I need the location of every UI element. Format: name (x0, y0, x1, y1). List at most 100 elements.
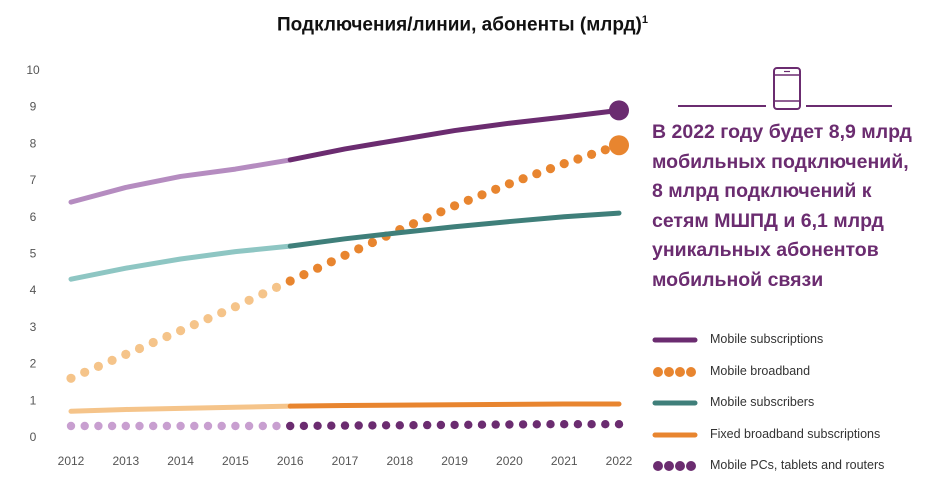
data-point (560, 420, 569, 429)
data-point (93, 361, 103, 371)
data-point (614, 420, 624, 429)
data-point (327, 421, 336, 430)
data-point (121, 421, 130, 431)
legend-item: Mobile subscribers (652, 389, 922, 421)
data-point (162, 421, 172, 431)
series-mobile-pcs-tablets-and-routers (66, 420, 624, 431)
data-point (450, 420, 459, 430)
data-point (258, 289, 268, 299)
series-layer (66, 100, 629, 431)
data-point (121, 349, 131, 359)
data-point (134, 343, 145, 354)
data-point (600, 145, 610, 155)
y-tick-label: 10 (26, 63, 40, 77)
x-tick-label: 2017 (332, 454, 359, 468)
legend-swatch (653, 461, 696, 471)
x-tick-label: 2012 (58, 454, 85, 468)
data-point (244, 295, 254, 305)
data-point (217, 421, 226, 431)
legend-label: Mobile subscriptions (710, 332, 824, 346)
data-point (354, 244, 364, 254)
data-point (203, 421, 213, 431)
data-point (491, 184, 501, 194)
legend-item: Mobile PCs, tablets and routers (652, 452, 922, 484)
y-tick-label: 7 (30, 173, 37, 187)
series-line-forecast (287, 401, 622, 409)
data-point (66, 421, 76, 431)
data-point (367, 237, 377, 248)
data-point (149, 421, 158, 431)
legend-label: Mobile broadband (710, 363, 811, 378)
legend-label: Mobile subscribers (710, 395, 815, 409)
data-point (80, 421, 89, 431)
data-point (80, 367, 90, 377)
data-point (217, 308, 227, 318)
y-tick-label: 4 (30, 283, 37, 297)
data-point (340, 250, 350, 260)
legend-label: Fixed broadband subscriptions (710, 426, 881, 441)
series-line-historical (68, 403, 293, 414)
data-point (354, 421, 363, 430)
data-point (368, 421, 377, 430)
data-point (463, 195, 473, 205)
data-point (587, 420, 596, 429)
x-tick-label: 2020 (496, 454, 523, 468)
data-point (601, 420, 610, 429)
y-tick-label: 0 (30, 430, 37, 444)
legend-swatch (653, 366, 696, 377)
data-point (135, 421, 144, 431)
series-line-historical (68, 243, 293, 282)
data-point (504, 179, 514, 189)
x-tick-label: 2022 (606, 454, 633, 468)
x-tick-label: 2015 (222, 454, 249, 468)
data-point (464, 420, 473, 429)
series-line-historical (68, 157, 293, 205)
data-point (313, 421, 322, 430)
data-point (326, 257, 336, 267)
data-point (477, 420, 487, 429)
data-point (436, 420, 446, 430)
data-point (286, 421, 295, 431)
series-line-forecast (287, 210, 622, 249)
data-point (272, 421, 281, 431)
data-point (545, 164, 556, 174)
forecast-callout: В 2022 году будет 8,9 млрд мобильных под… (652, 121, 912, 291)
data-point (313, 263, 323, 273)
data-point (299, 270, 309, 280)
legend-swatch (652, 337, 698, 343)
data-point (231, 421, 240, 431)
data-point (190, 421, 199, 431)
data-point (587, 149, 597, 159)
data-point (477, 190, 487, 200)
data-point (299, 421, 309, 431)
y-tick-label: 3 (30, 320, 37, 334)
data-point (258, 421, 267, 431)
data-point (423, 420, 432, 430)
data-point (573, 420, 583, 429)
data-point (107, 421, 117, 431)
x-tick-label: 2018 (386, 454, 413, 468)
legend-item: Fixed broadband subscriptions (652, 421, 922, 453)
legend-swatch (652, 400, 698, 406)
data-point (518, 174, 528, 184)
data-point (450, 201, 460, 211)
x-tick-label: 2014 (167, 454, 194, 468)
data-point (203, 314, 213, 324)
data-point (422, 213, 432, 223)
data-point (340, 421, 350, 430)
series-fixed-broadband-subscriptions (68, 401, 622, 414)
legend-item: Mobile broadband (652, 358, 922, 390)
data-point (176, 326, 186, 336)
legend-swatch (652, 432, 698, 437)
x-tick-label: 2021 (551, 454, 578, 468)
data-point (532, 420, 541, 429)
data-point (189, 320, 199, 330)
data-point (559, 159, 569, 169)
x-tick-label: 2013 (112, 454, 139, 468)
data-point (176, 421, 185, 431)
data-point (546, 420, 555, 429)
data-point (409, 421, 418, 430)
data-point (532, 169, 542, 179)
y-tick-label: 5 (30, 247, 37, 261)
